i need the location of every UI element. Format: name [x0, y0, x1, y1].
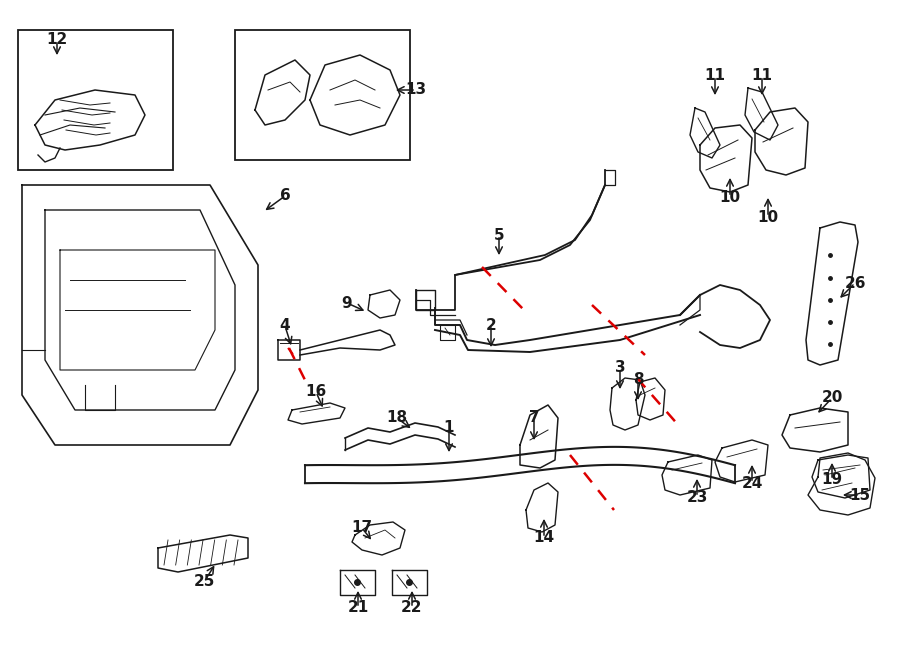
Text: 8: 8 [633, 373, 643, 387]
Bar [235, 30, 410, 160]
Text: 3: 3 [615, 360, 626, 375]
Text: 19: 19 [822, 473, 842, 488]
Text: 11: 11 [752, 69, 772, 83]
Text: 10: 10 [758, 210, 778, 225]
Text: 14: 14 [534, 531, 554, 545]
Text: 12: 12 [47, 32, 68, 48]
Text: 13: 13 [405, 83, 427, 98]
Bar [18, 30, 173, 170]
Text: 26: 26 [844, 276, 866, 290]
Text: 2: 2 [486, 317, 497, 332]
Text: 5: 5 [494, 227, 504, 243]
Text: 1: 1 [444, 420, 454, 436]
Text: 20: 20 [822, 391, 842, 405]
Text: 6: 6 [280, 188, 291, 204]
Text: 21: 21 [347, 600, 369, 615]
Text: 22: 22 [401, 600, 423, 615]
Text: 24: 24 [742, 475, 762, 490]
Text: 16: 16 [305, 385, 327, 399]
Text: 10: 10 [719, 190, 741, 204]
Text: 18: 18 [386, 410, 408, 426]
Text: 9: 9 [342, 295, 352, 311]
Text: 11: 11 [705, 69, 725, 83]
Text: 23: 23 [687, 490, 707, 504]
Text: 25: 25 [194, 574, 215, 590]
Text: 4: 4 [280, 319, 291, 334]
Text: 17: 17 [351, 520, 373, 535]
Text: 7: 7 [528, 410, 539, 426]
Text: 15: 15 [850, 488, 870, 502]
